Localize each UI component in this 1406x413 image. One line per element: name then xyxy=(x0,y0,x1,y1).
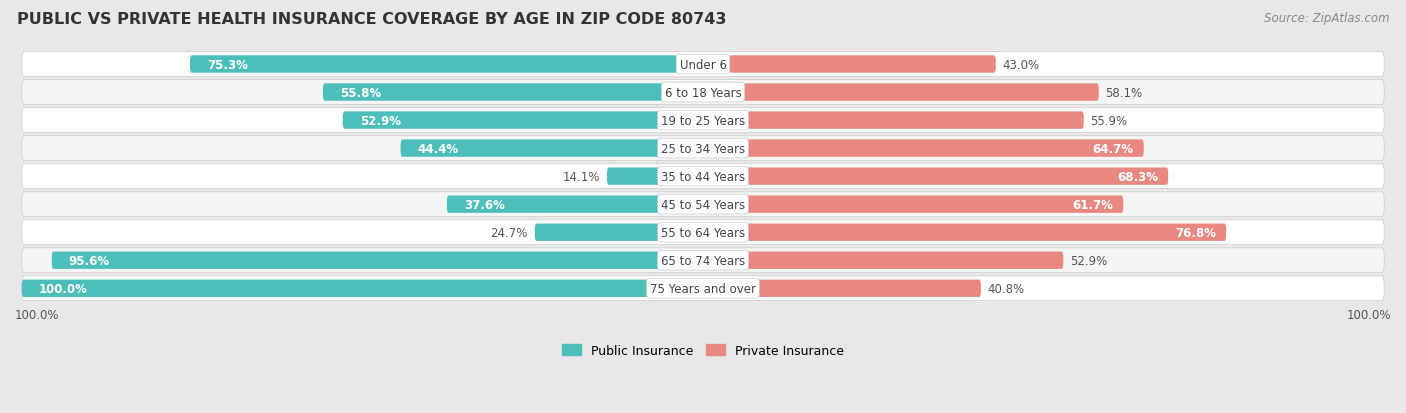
FancyBboxPatch shape xyxy=(22,276,1384,301)
FancyBboxPatch shape xyxy=(703,252,1063,269)
FancyBboxPatch shape xyxy=(22,81,1384,105)
Text: 6 to 18 Years: 6 to 18 Years xyxy=(665,86,741,99)
FancyBboxPatch shape xyxy=(343,112,703,129)
Text: 19 to 25 Years: 19 to 25 Years xyxy=(661,114,745,127)
FancyBboxPatch shape xyxy=(401,140,703,157)
FancyBboxPatch shape xyxy=(447,196,703,214)
Text: 43.0%: 43.0% xyxy=(1002,58,1040,71)
Text: Under 6: Under 6 xyxy=(679,58,727,71)
FancyBboxPatch shape xyxy=(703,224,1226,241)
Text: 100.0%: 100.0% xyxy=(1347,309,1391,322)
FancyBboxPatch shape xyxy=(22,136,1384,161)
Text: 76.8%: 76.8% xyxy=(1175,226,1216,239)
FancyBboxPatch shape xyxy=(703,56,995,74)
Text: 64.7%: 64.7% xyxy=(1092,142,1133,155)
Text: 40.8%: 40.8% xyxy=(988,282,1025,295)
Text: 45 to 54 Years: 45 to 54 Years xyxy=(661,198,745,211)
FancyBboxPatch shape xyxy=(703,140,1143,157)
Text: 25 to 34 Years: 25 to 34 Years xyxy=(661,142,745,155)
FancyBboxPatch shape xyxy=(534,224,703,241)
FancyBboxPatch shape xyxy=(703,112,1084,129)
FancyBboxPatch shape xyxy=(323,84,703,102)
Text: 24.7%: 24.7% xyxy=(491,226,527,239)
FancyBboxPatch shape xyxy=(22,164,1384,189)
Text: PUBLIC VS PRIVATE HEALTH INSURANCE COVERAGE BY AGE IN ZIP CODE 80743: PUBLIC VS PRIVATE HEALTH INSURANCE COVER… xyxy=(17,12,727,27)
FancyBboxPatch shape xyxy=(22,220,1384,245)
Text: 55.8%: 55.8% xyxy=(340,86,381,99)
FancyBboxPatch shape xyxy=(703,168,1168,185)
Text: 35 to 44 Years: 35 to 44 Years xyxy=(661,170,745,183)
Text: 75 Years and over: 75 Years and over xyxy=(650,282,756,295)
Text: 52.9%: 52.9% xyxy=(360,114,401,127)
FancyBboxPatch shape xyxy=(22,109,1384,133)
Text: 55.9%: 55.9% xyxy=(1091,114,1128,127)
Text: Source: ZipAtlas.com: Source: ZipAtlas.com xyxy=(1264,12,1389,25)
Text: 95.6%: 95.6% xyxy=(69,254,110,267)
FancyBboxPatch shape xyxy=(52,252,703,269)
FancyBboxPatch shape xyxy=(607,168,703,185)
FancyBboxPatch shape xyxy=(22,192,1384,217)
FancyBboxPatch shape xyxy=(703,84,1098,102)
Text: 68.3%: 68.3% xyxy=(1116,170,1159,183)
FancyBboxPatch shape xyxy=(703,196,1123,214)
FancyBboxPatch shape xyxy=(703,280,981,297)
Text: 44.4%: 44.4% xyxy=(418,142,458,155)
Legend: Public Insurance, Private Insurance: Public Insurance, Private Insurance xyxy=(557,339,849,362)
Text: 52.9%: 52.9% xyxy=(1070,254,1108,267)
FancyBboxPatch shape xyxy=(22,248,1384,273)
Text: 65 to 74 Years: 65 to 74 Years xyxy=(661,254,745,267)
Text: 58.1%: 58.1% xyxy=(1105,86,1143,99)
Text: 14.1%: 14.1% xyxy=(562,170,600,183)
Text: 55 to 64 Years: 55 to 64 Years xyxy=(661,226,745,239)
FancyBboxPatch shape xyxy=(22,52,1384,77)
FancyBboxPatch shape xyxy=(190,56,703,74)
Text: 37.6%: 37.6% xyxy=(464,198,505,211)
Text: 75.3%: 75.3% xyxy=(207,58,247,71)
FancyBboxPatch shape xyxy=(22,280,703,297)
Text: 100.0%: 100.0% xyxy=(39,282,87,295)
Text: 100.0%: 100.0% xyxy=(15,309,59,322)
Text: 61.7%: 61.7% xyxy=(1073,198,1114,211)
